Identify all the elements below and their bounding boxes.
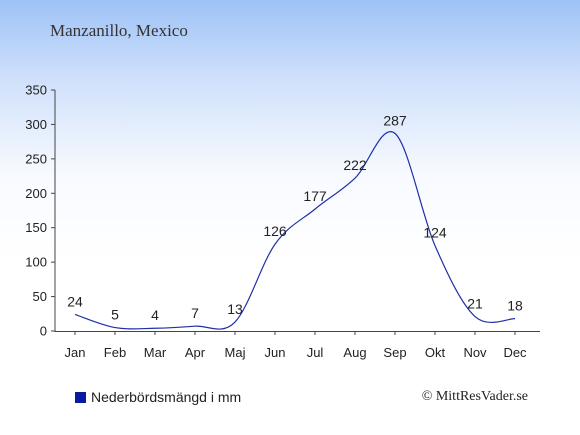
x-tick-label: Jun bbox=[265, 345, 286, 360]
credit-text: © MittResVader.se bbox=[421, 389, 528, 404]
x-tick-label: Nov bbox=[463, 345, 487, 360]
data-label: 13 bbox=[227, 301, 243, 317]
data-label: 222 bbox=[343, 157, 367, 173]
x-tick-label: Maj bbox=[225, 345, 246, 360]
y-tick-label: 150 bbox=[25, 220, 47, 235]
x-tick-label: Apr bbox=[185, 345, 206, 360]
legend: Nederbördsmängd i mm bbox=[75, 389, 241, 405]
data-label: 4 bbox=[151, 307, 159, 323]
x-tick-label: Okt bbox=[425, 345, 446, 360]
data-label: 5 bbox=[111, 307, 119, 323]
y-tick-label: 250 bbox=[25, 151, 47, 166]
data-label: 21 bbox=[467, 296, 483, 312]
y-tick-label: 350 bbox=[25, 83, 47, 98]
legend-swatch bbox=[75, 391, 86, 403]
series-line-precipitation bbox=[74, 130, 516, 330]
data-label: 287 bbox=[383, 112, 407, 128]
x-tick-label: Mar bbox=[144, 345, 167, 360]
x-tick-label: Dec bbox=[503, 345, 527, 360]
x-tick-label: Aug bbox=[343, 345, 366, 360]
x-tick-label: Jan bbox=[65, 345, 86, 360]
y-tick-label: 200 bbox=[25, 186, 47, 201]
data-label: 177 bbox=[303, 188, 327, 204]
data-label: 124 bbox=[423, 225, 447, 241]
y-tick-label: 300 bbox=[25, 117, 47, 132]
legend-label: Nederbördsmängd i mm bbox=[91, 389, 242, 405]
data-label: 7 bbox=[191, 305, 199, 321]
y-tick-label: 0 bbox=[40, 324, 47, 339]
chart-title: Manzanillo, Mexico bbox=[50, 21, 188, 40]
y-tick-label: 100 bbox=[25, 255, 47, 270]
data-label: 18 bbox=[507, 298, 523, 314]
x-tick-label: Sep bbox=[383, 345, 406, 360]
data-label: 24 bbox=[67, 293, 83, 309]
y-tick-label: 50 bbox=[33, 289, 47, 304]
x-tick-label: Jul bbox=[307, 345, 324, 360]
data-label: 126 bbox=[263, 223, 287, 239]
x-tick-label: Feb bbox=[104, 345, 126, 360]
